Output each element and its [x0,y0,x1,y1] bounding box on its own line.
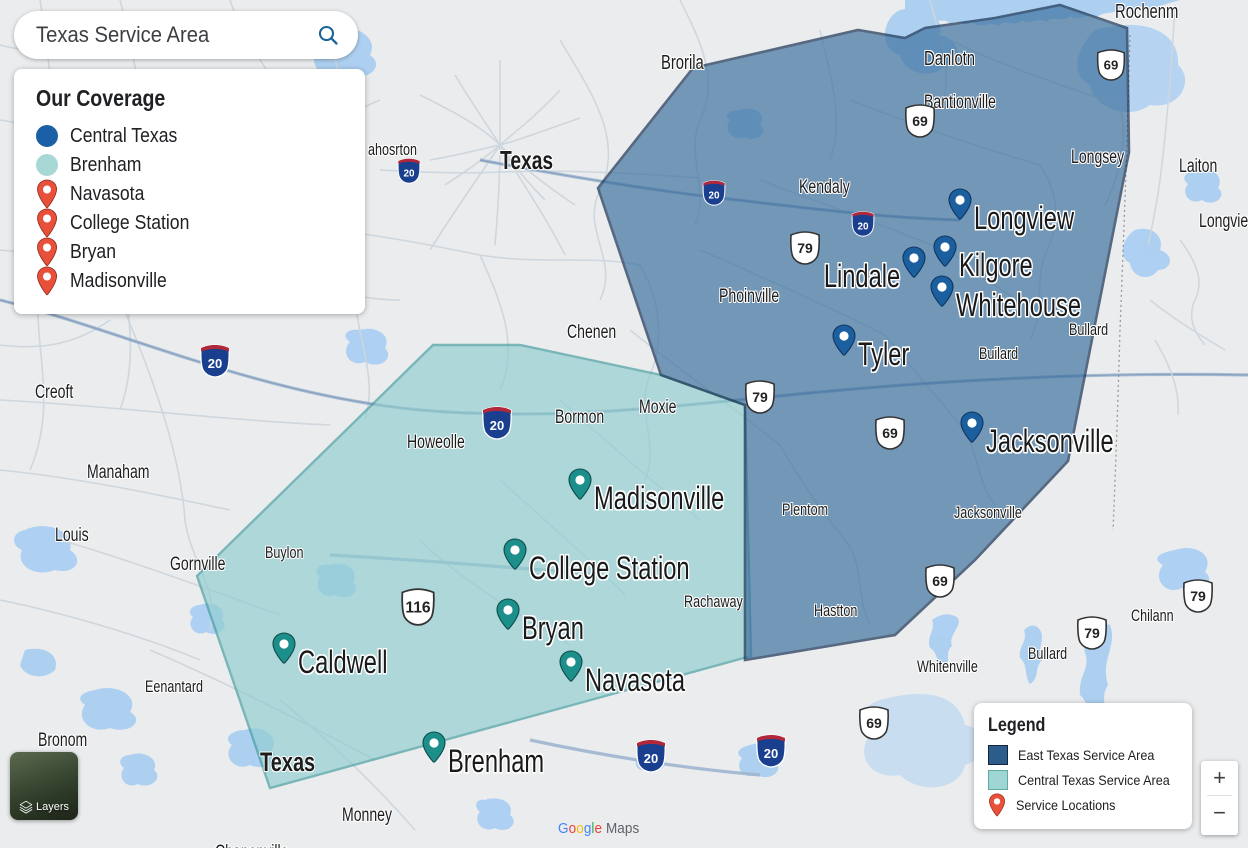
svg-text:20: 20 [403,168,415,179]
svg-text:69: 69 [912,113,928,129]
svg-text:79: 79 [797,240,813,256]
svg-text:20: 20 [764,746,778,761]
svg-text:20: 20 [490,418,504,433]
svg-text:20: 20 [644,751,658,766]
svg-text:69: 69 [932,573,948,589]
svg-text:116: 116 [405,600,431,617]
svg-text:69: 69 [882,425,898,441]
svg-text:69: 69 [866,715,882,731]
svg-text:69: 69 [1104,58,1119,73]
svg-text:20: 20 [708,190,720,201]
svg-text:79: 79 [1190,588,1206,604]
svg-text:20: 20 [208,356,222,371]
svg-text:20: 20 [857,221,869,232]
svg-text:79: 79 [752,389,768,405]
svg-text:79: 79 [1084,625,1100,641]
